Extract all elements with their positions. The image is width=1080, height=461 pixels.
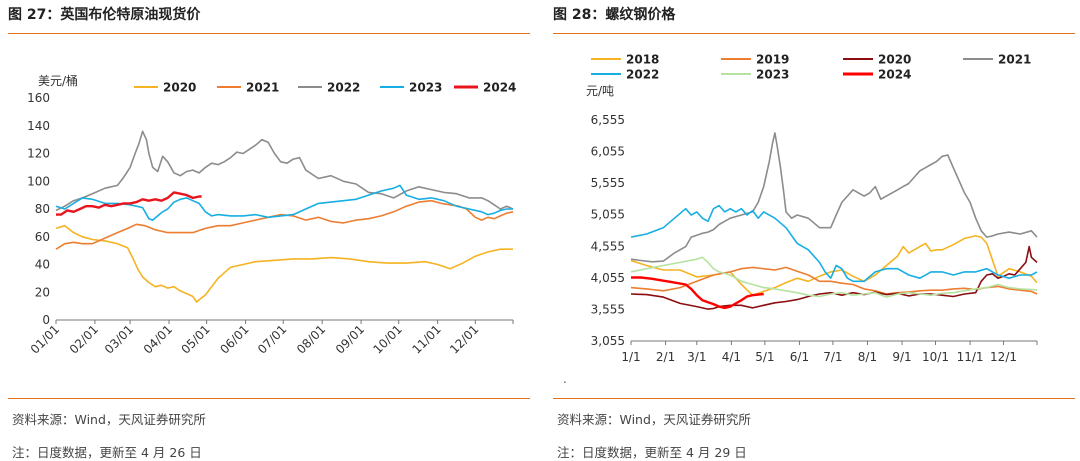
- chart-title: 图 28：螺纹钢价格: [553, 7, 676, 23]
- legend-label-2022: 2022: [626, 68, 659, 82]
- legend-label-2022: 2022: [327, 81, 360, 95]
- chart-title: 图 27：英国布伦特原油现货价: [8, 7, 201, 23]
- y-tick-label: 6,555: [591, 113, 625, 127]
- footer-divider: [553, 398, 1075, 399]
- legend-label-2023: 2023: [409, 81, 442, 95]
- footer-divider: [8, 398, 530, 399]
- x-tick-label: 04/01: [141, 322, 175, 356]
- y-axis-unit-label: 美元/桶: [38, 73, 78, 88]
- y-axis-unit-label: 元/吨: [586, 84, 614, 98]
- y-tick-label: 40: [35, 258, 50, 272]
- y-tick-label: 3,055: [591, 334, 625, 348]
- x-tick-label: 05/01: [178, 322, 212, 356]
- y-tick-label: 4,555: [591, 239, 625, 253]
- y-tick-label: 140: [27, 119, 50, 133]
- title-divider: [8, 33, 530, 34]
- y-tick-label: 6,055: [591, 145, 625, 159]
- series-line-2021: [55, 199, 514, 250]
- y-tick-label: 120: [27, 147, 50, 161]
- legend-label-2020: 2020: [163, 81, 196, 95]
- legend-label-2021: 2021: [246, 81, 279, 95]
- x-tick-label: 3/1: [687, 350, 706, 364]
- x-tick-label: 7/1: [823, 350, 842, 364]
- series-line-2021: [630, 132, 1038, 263]
- x-tick-label: 12/1: [990, 350, 1017, 364]
- x-tick-label: 8/1: [858, 350, 877, 364]
- series-line-2024: [631, 276, 764, 310]
- legend-label-2023: 2023: [756, 68, 789, 82]
- x-tick-label: 6/1: [790, 350, 809, 364]
- source-note: 资料来源：Wind，天风证券研究所: [12, 412, 206, 427]
- series-line-2022: [630, 204, 1038, 283]
- y-tick-label: 3,555: [591, 302, 625, 316]
- legend-label-2024: 2024: [878, 68, 911, 82]
- x-tick-label: 03/01: [102, 322, 136, 356]
- x-tick-label: 01/01: [28, 322, 62, 356]
- x-tick-label: 06/01: [217, 322, 251, 356]
- data-note: 注：日度数据，更新至 4 月 26 日: [12, 445, 202, 460]
- chart-panel-rebar: 图 28：螺纹钢价格 元/吨 3,055 3,555 4,055 4,555 5,055 5…: [553, 0, 1080, 461]
- x-tick-label: 5/1: [755, 350, 774, 364]
- series-line-2020: [630, 245, 1038, 310]
- stray-dot: .: [563, 372, 567, 386]
- brent-price-chart: 美元/桶 0 20 40 60 80 100 120 140 160 01/01 02/01 03/01…: [27, 73, 516, 357]
- source-note: 资料来源：Wind，天风证券研究所: [557, 412, 751, 427]
- y-tick-label: 60: [35, 230, 50, 244]
- y-tick-label: 80: [35, 202, 50, 216]
- x-tick-label: 12/01: [447, 322, 481, 356]
- y-tick-label: 0: [42, 313, 50, 327]
- series-line-2018: [630, 235, 1038, 297]
- y-tick-label: 4,055: [591, 271, 625, 285]
- x-tick-label: 2/1: [656, 350, 675, 364]
- y-tick-label: 5,555: [591, 176, 625, 190]
- x-tick-label: 1/1: [621, 350, 640, 364]
- x-tick-label: 07/01: [255, 322, 289, 356]
- x-tick-label: 9/1: [892, 350, 911, 364]
- title-divider: [553, 33, 1075, 34]
- legend-label-2024: 2024: [483, 81, 516, 95]
- x-tick-label: 02/01: [67, 322, 101, 356]
- y-tick-label: 5,055: [591, 208, 625, 222]
- x-tick-label: 08/01: [294, 322, 328, 356]
- y-tick-label: 20: [35, 285, 50, 299]
- legend-label-2018: 2018: [626, 53, 659, 67]
- y-tick-label: 100: [27, 174, 50, 188]
- series-line-2024: [56, 191, 202, 216]
- x-tick-label: 10/01: [371, 322, 405, 356]
- legend-label-2021: 2021: [998, 53, 1031, 67]
- rebar-price-chart: 元/吨 3,055 3,555 4,055 4,555 5,055 5,555 6,055 6,…: [586, 53, 1038, 364]
- x-tick-label: 09/01: [333, 322, 367, 356]
- y-tick-label: 160: [27, 91, 50, 105]
- x-tick-label: 4/1: [722, 350, 741, 364]
- x-tick-label: 11/1: [957, 350, 984, 364]
- legend-label-2020: 2020: [878, 53, 911, 67]
- series-line-2023: [630, 256, 1038, 298]
- data-note: 注：日度数据，更新至 4 月 29 日: [557, 445, 747, 460]
- x-tick-label: 11/01: [409, 322, 443, 356]
- legend-label-2019: 2019: [756, 53, 789, 67]
- chart-panel-brent: 图 27：英国布伦特原油现货价 美元/桶 0 20 40 60 80 100 120 140 16…: [8, 0, 536, 461]
- series-line-2022: [55, 130, 514, 212]
- x-tick-label: 10/1: [922, 350, 949, 364]
- series-line-2023: [55, 184, 513, 221]
- series-line-2020: [55, 224, 513, 303]
